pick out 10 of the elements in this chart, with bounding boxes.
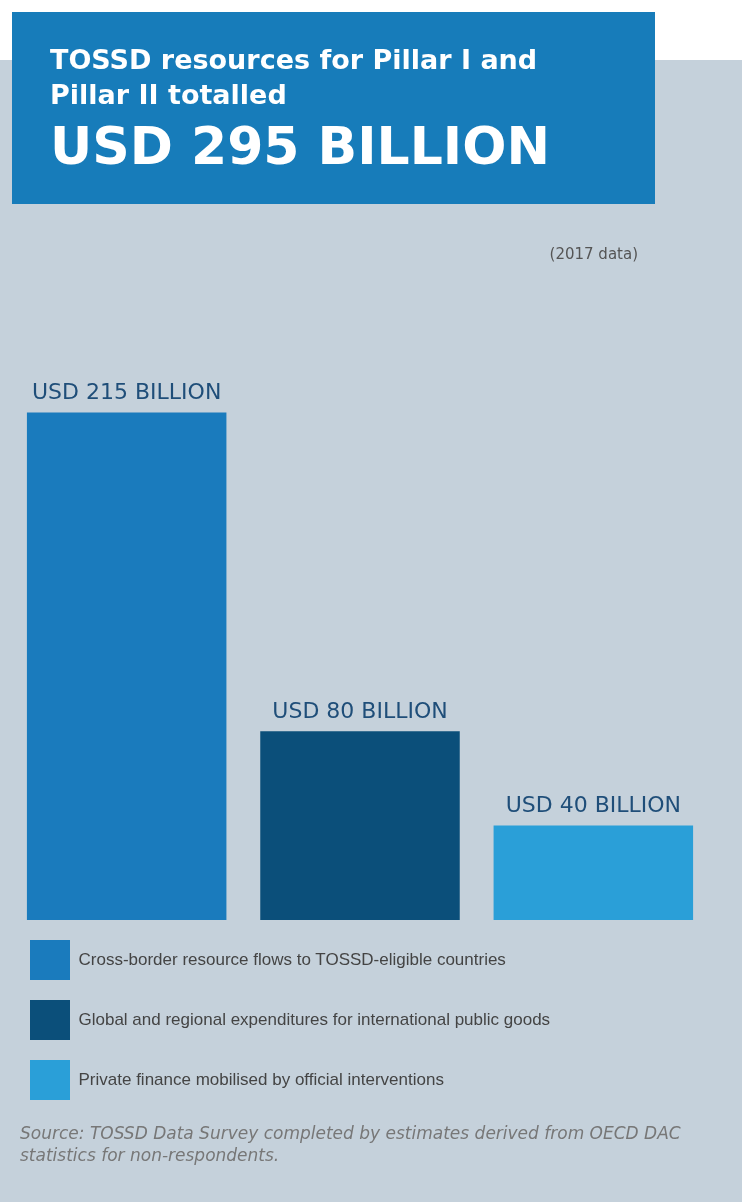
data-label: USD 40 BILLION xyxy=(505,792,682,818)
data-label: USD 80 BILLION xyxy=(272,697,448,723)
chart-title: TOSSD resources for Pillar I and Pillar II totalled xyxy=(50,43,539,113)
data-label: USD 215 BILLION xyxy=(31,379,222,405)
legend-label: Global and regional expenditures for international public goods xyxy=(78,1009,551,1029)
text: (2017 data) xyxy=(549,245,638,263)
legend-label: Cross-border resource flows to TOSSD-eligible countries xyxy=(78,949,506,969)
legend-label: Private finance mobilised by official interventions xyxy=(78,1069,444,1089)
source-note: Source: TOSSD Data Survey completed by estimates derived from OECD DAC statistics for non-respondents. xyxy=(20,1122,682,1167)
chart-subtitle: USD 295 BILLION xyxy=(50,116,551,177)
